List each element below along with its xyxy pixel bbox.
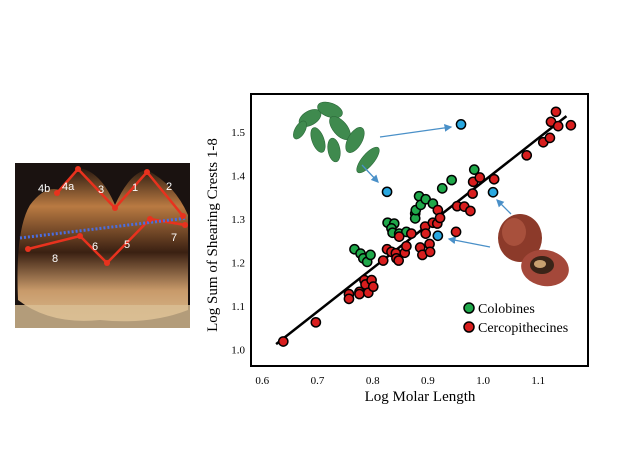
legend-marker-colobines xyxy=(463,302,475,314)
x-tick-label: 1.0 xyxy=(476,375,490,387)
point-cercopithecines xyxy=(277,336,289,347)
point-cercopithecines xyxy=(544,132,556,144)
point-cercopithecines xyxy=(465,205,476,217)
x-tick-label: 1.1 xyxy=(531,375,545,387)
point-cercopithecines xyxy=(377,255,389,266)
crest-label: 3 xyxy=(98,184,104,196)
legend: Colobines Cercopithecines xyxy=(463,302,568,336)
point-cercopithecines xyxy=(488,173,500,185)
point-cercopithecines xyxy=(467,188,478,199)
point-cercopithecines xyxy=(405,228,417,239)
blue-dotted-line xyxy=(19,216,188,240)
crest-label: 5 xyxy=(124,239,130,251)
legend-marker-cercopithecines xyxy=(463,321,475,333)
point-colobines xyxy=(436,183,448,194)
legend-label: Cercopithecines xyxy=(478,321,568,336)
crest-label: 2 xyxy=(166,181,172,193)
point-highlighted xyxy=(487,186,499,198)
point-cercopithecines xyxy=(565,119,577,131)
x-axis-label: Log Molar Length xyxy=(365,389,476,405)
point-cercopithecines xyxy=(434,212,446,224)
point-cercopithecines xyxy=(420,228,432,239)
legend-label: Colobines xyxy=(478,302,535,317)
point-highlighted xyxy=(455,119,467,130)
arrow xyxy=(379,124,453,138)
arrow xyxy=(447,236,491,248)
crest-label: 1 xyxy=(132,182,138,194)
point-cercopithecines xyxy=(354,288,365,300)
point-highlighted xyxy=(381,186,393,198)
leaves-image xyxy=(293,101,380,174)
crest-label: 6 xyxy=(92,241,98,253)
arrow xyxy=(496,199,512,215)
x-tick-label: 0.6 xyxy=(255,375,269,387)
y-axis-label: Log Sum of Shearing Crests 1-8 xyxy=(205,138,221,332)
point-cercopithecines xyxy=(343,293,355,305)
arrow xyxy=(361,164,379,183)
nut-image xyxy=(498,214,569,287)
y-tick-label: 1.4 xyxy=(231,170,245,182)
point-cercopithecines xyxy=(401,240,412,252)
crest-label: 7 xyxy=(171,232,177,244)
y-tick-label: 1.5 xyxy=(231,127,245,139)
y-tick-label: 1.1 xyxy=(231,301,245,313)
plot-frame xyxy=(250,93,589,367)
arrows xyxy=(361,124,512,248)
point-cercopithecines xyxy=(450,226,462,238)
point-cercopithecines xyxy=(367,281,379,293)
tooth-image: 4b 4a 3 1 2 7 8 6 5 xyxy=(15,163,190,328)
point-colobines xyxy=(446,174,457,186)
point-highlighted xyxy=(432,230,444,242)
y-tick-label: 1.2 xyxy=(231,257,245,269)
point-cercopithecines xyxy=(393,231,405,242)
point-colobines xyxy=(468,164,480,175)
crest-label: 4b xyxy=(38,183,50,195)
point-cercopithecines xyxy=(310,316,322,328)
point-cercopithecines xyxy=(424,246,436,258)
y-tick-label: 1.0 xyxy=(231,344,245,356)
crest-label: 4a xyxy=(62,181,75,193)
point-cercopithecines xyxy=(521,149,533,161)
point-cercopithecines xyxy=(550,106,562,118)
x-tick-label: 0.7 xyxy=(311,375,325,387)
y-tick-label: 1.3 xyxy=(231,214,245,226)
crest-label: 8 xyxy=(52,253,58,265)
point-cercopithecines xyxy=(474,172,486,183)
point-cercopithecines xyxy=(552,120,564,132)
x-tick-label: 0.9 xyxy=(421,375,435,387)
point-colobines xyxy=(365,249,376,261)
point-cercopithecines xyxy=(393,255,404,266)
x-tick-label: 0.8 xyxy=(366,375,380,387)
